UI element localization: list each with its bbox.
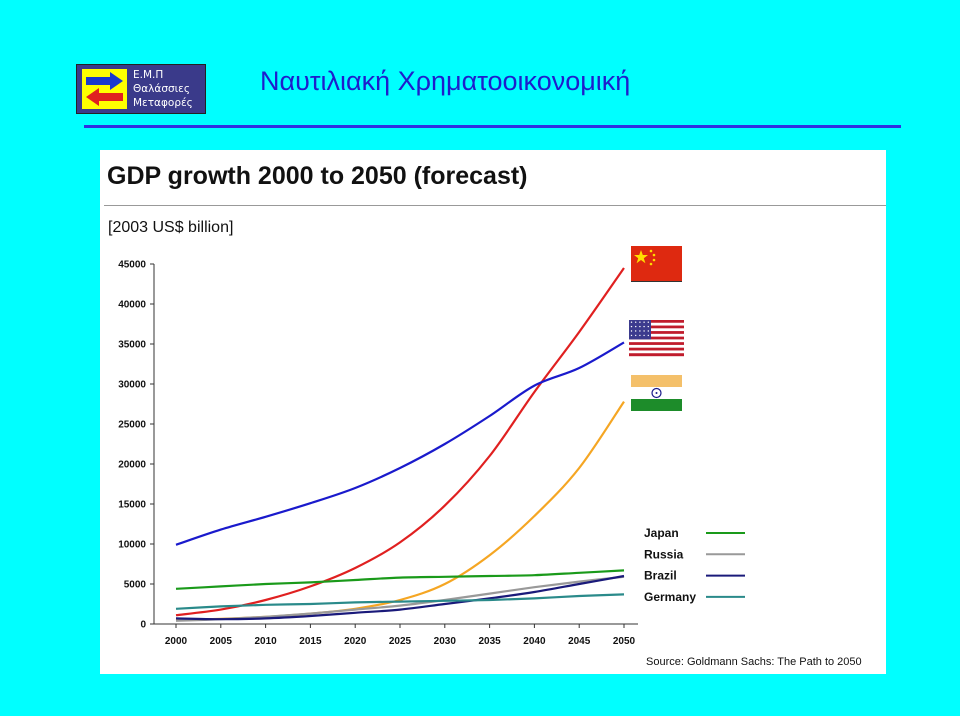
page-title: Ναυτιλιακή Χρηματοοικονομική (260, 66, 631, 96)
x-tick-label: 2000 (165, 636, 188, 647)
us-flag-star (635, 321, 637, 323)
header-divider (84, 125, 901, 128)
logo-line-3: Μεταφορές (133, 97, 193, 109)
us-flag-star (635, 330, 637, 332)
chart-panel: GDP growth 2000 to 2050 (forecast) [2003… (100, 150, 886, 674)
x-tick-label: 2015 (299, 636, 322, 647)
chart-axes: 0 5000 10000 15000 20000 25000 30000 35000 40000… (118, 260, 638, 647)
chart-title: GDP growth 2000 to 2050 (forecast) (107, 162, 528, 190)
chart-legend: Japan Russia Brazil Germany (644, 526, 745, 604)
us-flag-stripe (629, 331, 684, 335)
legend-label-japan: Japan (644, 526, 679, 540)
y-tick-label: 40000 (118, 300, 146, 311)
us-flag-stripe (629, 325, 684, 329)
y-tick-label: 20000 (118, 460, 146, 471)
y-tick-label: 5000 (124, 580, 147, 591)
x-tick-label: 2030 (434, 636, 457, 647)
x-tick-label: 2045 (568, 636, 591, 647)
legend-label-germany: Germany (644, 590, 696, 604)
us-flag-stripe (629, 328, 684, 332)
series-line-germany (175, 593, 625, 610)
y-tick-label: 15000 (118, 500, 146, 511)
logo-line-2: Θαλάσσιες (133, 83, 191, 95)
country-flags (629, 246, 684, 411)
logo-text: Ε.Μ.Π Θαλάσσιες Μεταφορές (133, 68, 193, 110)
x-tick-label: 2050 (613, 636, 636, 647)
x-tick-label: 2005 (210, 636, 233, 647)
us-flag-star (647, 325, 649, 328)
us-flag-star (647, 334, 649, 337)
logo-line-1: Ε.Μ.Π (133, 69, 164, 81)
us-flag-stripe (629, 336, 684, 340)
y-tick-label: 30000 (118, 380, 146, 391)
x-tick-label: 2025 (389, 636, 412, 647)
series-lines (175, 267, 625, 622)
x-tick-label: 2035 (478, 636, 501, 647)
us-flag-stripe (629, 353, 684, 357)
series-line-brazil (175, 574, 625, 621)
series-line-japan (175, 569, 625, 590)
us-flag-stripe (629, 350, 684, 354)
us-flag-star (639, 321, 641, 323)
x-tick-label: 2010 (254, 636, 277, 647)
us-flag-stripe (629, 333, 684, 337)
us-flag-stripe (629, 320, 684, 323)
y-tick-label: 25000 (118, 420, 146, 431)
legend-label-brazil: Brazil (644, 569, 677, 583)
title-divider (104, 205, 886, 206)
x-tick-label: 2020 (344, 636, 367, 647)
source-note: Source: Goldmann Sachs: The Path to 2050 (646, 656, 862, 668)
emp-logo: Ε.Μ.Π Θαλάσσιες Μεταφορές (76, 64, 206, 114)
india-flag-icon (631, 375, 682, 411)
gdp-line-chart: 0 5000 10000 15000 20000 25000 30000 35000 40000… (118, 246, 745, 647)
legend-label-russia: Russia (644, 547, 684, 561)
us-flag-star (635, 325, 637, 328)
series-line-usa (175, 341, 625, 546)
us-flag-star (630, 325, 633, 328)
us-flag-canton (629, 320, 651, 340)
us-flag-star (639, 330, 641, 332)
usa-flag-icon (629, 320, 684, 357)
us-flag-star (647, 330, 649, 332)
us-flag-star (639, 325, 641, 328)
us-flag-star (630, 334, 633, 337)
us-flag-star (643, 330, 645, 332)
chart-unit-label: [2003 US$ billion] (108, 219, 234, 236)
y-tick-label: 35000 (118, 340, 146, 351)
china-flag-icon (631, 246, 682, 282)
us-flag-stripe (629, 339, 684, 343)
us-flag-stripe (629, 342, 684, 346)
series-line-china (175, 267, 625, 617)
us-flag-star (643, 325, 645, 328)
y-tick-label: 0 (140, 620, 146, 631)
us-flag-stripe (629, 322, 684, 326)
us-flag-stripe (629, 347, 684, 351)
us-flag-star (630, 321, 633, 323)
arrows-icon (82, 69, 127, 109)
us-flag-star (630, 330, 633, 332)
x-tick-label: 2040 (523, 636, 546, 647)
us-flag-star (643, 321, 645, 323)
us-flag-star (647, 321, 649, 323)
us-flag-stripe (629, 344, 684, 348)
series-line-russia (175, 575, 625, 622)
y-tick-label: 45000 (118, 260, 146, 271)
us-flag-star (635, 334, 637, 337)
us-flag-star (639, 334, 641, 337)
us-flag-star (643, 334, 645, 337)
y-tick-label: 10000 (118, 540, 146, 551)
